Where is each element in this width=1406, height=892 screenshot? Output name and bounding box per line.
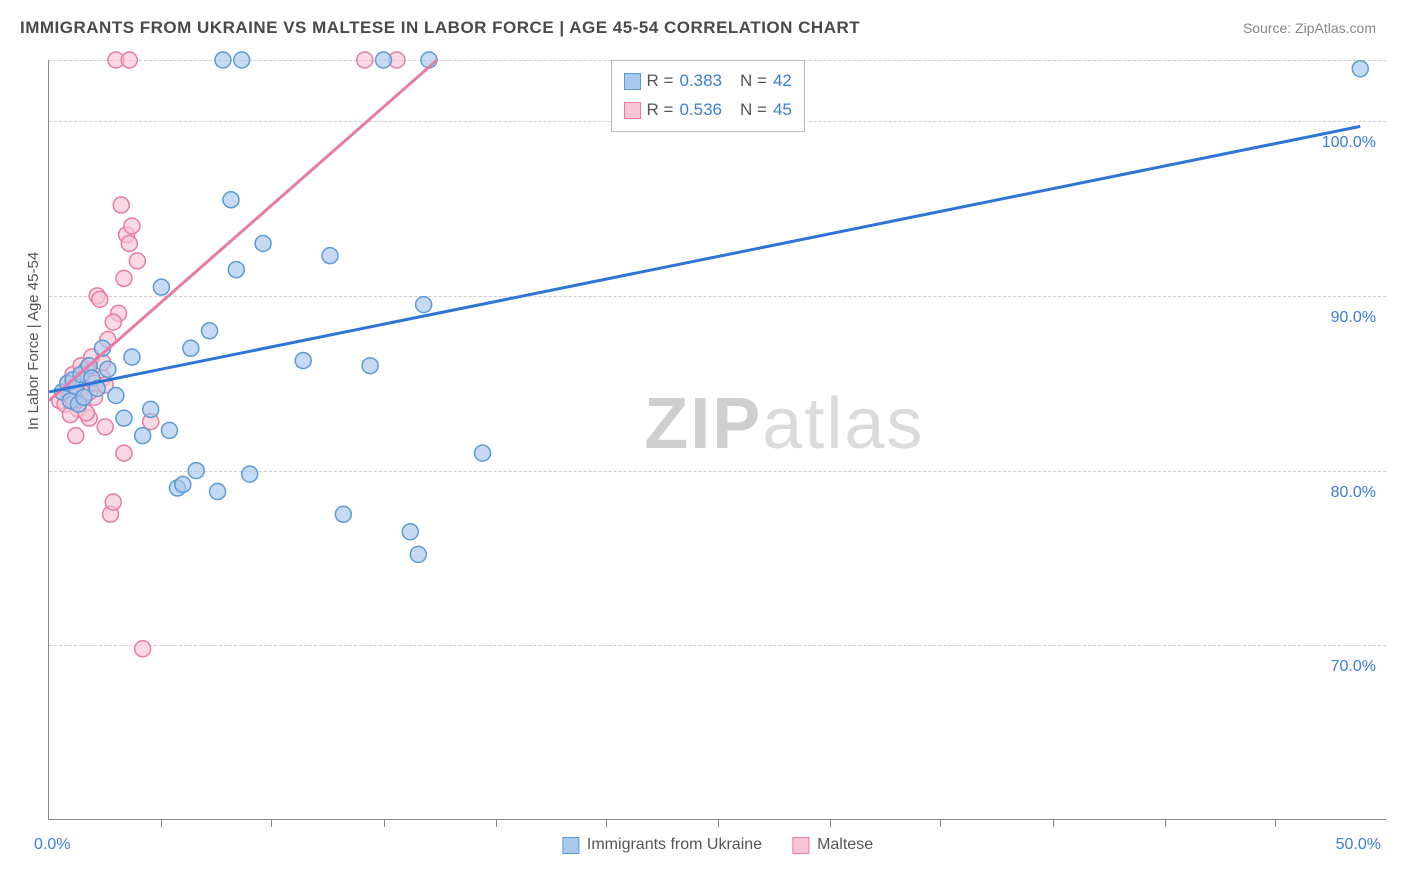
source-label: Source: ZipAtlas.com (1243, 20, 1376, 36)
x-tick (1165, 819, 1166, 827)
y-axis-title: In Labor Force | Age 45-54 (25, 252, 42, 430)
x-tick (1275, 819, 1276, 827)
n-value-ukraine: 42 (773, 67, 792, 96)
data-point (234, 52, 250, 68)
data-point (129, 253, 145, 269)
data-point (376, 52, 392, 68)
data-point (188, 463, 204, 479)
x-tick (161, 819, 162, 827)
legend-swatch-ukraine (562, 837, 579, 854)
x-tick (830, 819, 831, 827)
data-point (121, 52, 137, 68)
n-label: N = (740, 96, 767, 125)
data-point (175, 477, 191, 493)
data-point (295, 353, 311, 369)
data-point (223, 192, 239, 208)
data-point (416, 297, 432, 313)
data-point (255, 235, 271, 251)
data-point (105, 314, 121, 330)
data-point (1352, 61, 1368, 77)
data-point (113, 197, 129, 213)
chart-title: IMMIGRANTS FROM UKRAINE VS MALTESE IN LA… (20, 18, 860, 38)
data-point (92, 291, 108, 307)
data-point (143, 401, 159, 417)
data-point (210, 484, 226, 500)
data-point (97, 419, 113, 435)
r-value-maltese: 0.536 (679, 96, 722, 125)
data-point (357, 52, 373, 68)
data-point (116, 445, 132, 461)
legend-label-maltese: Maltese (817, 836, 873, 854)
data-point (100, 361, 116, 377)
legend-label-ukraine: Immigrants from Ukraine (587, 836, 762, 854)
r-label: R = (647, 96, 674, 125)
data-point (108, 387, 124, 403)
x-tick (606, 819, 607, 827)
data-point (242, 466, 258, 482)
x-tick (384, 819, 385, 827)
n-value-maltese: 45 (773, 96, 792, 125)
data-point (124, 218, 140, 234)
data-point (105, 494, 121, 510)
x-tick (496, 819, 497, 827)
data-point (410, 546, 426, 562)
data-point (215, 52, 231, 68)
data-point (68, 428, 84, 444)
series-legend: Immigrants from Ukraine Maltese (562, 836, 873, 854)
correlation-legend: R = 0.383 N = 42 R = 0.536 N = 45 (611, 60, 805, 132)
x-tick (718, 819, 719, 827)
data-point (121, 235, 137, 251)
data-point (153, 279, 169, 295)
data-point (475, 445, 491, 461)
data-point (402, 524, 418, 540)
data-point (202, 323, 218, 339)
legend-swatch-maltese (624, 102, 641, 119)
data-point (116, 410, 132, 426)
legend-swatch-maltese (792, 837, 809, 854)
data-point (183, 340, 199, 356)
x-axis-max-label: 50.0% (1336, 836, 1381, 854)
scatter-plot (49, 60, 1386, 819)
x-axis-min-label: 0.0% (34, 836, 70, 854)
data-point (322, 248, 338, 264)
x-tick (940, 819, 941, 827)
legend-swatch-ukraine (624, 73, 641, 90)
r-value-ukraine: 0.383 (679, 67, 722, 96)
data-point (124, 349, 140, 365)
data-point (135, 641, 151, 657)
trend-line (49, 126, 1360, 392)
data-point (362, 358, 378, 374)
data-point (335, 506, 351, 522)
x-tick (1053, 819, 1054, 827)
trend-line (49, 60, 437, 401)
data-point (228, 262, 244, 278)
x-tick (271, 819, 272, 827)
data-point (135, 428, 151, 444)
data-point (116, 270, 132, 286)
chart-area: 70.0%80.0%90.0%100.0% 0.0% 50.0% ZIPatla… (48, 60, 1386, 820)
n-label: N = (740, 67, 767, 96)
r-label: R = (647, 67, 674, 96)
data-point (161, 422, 177, 438)
